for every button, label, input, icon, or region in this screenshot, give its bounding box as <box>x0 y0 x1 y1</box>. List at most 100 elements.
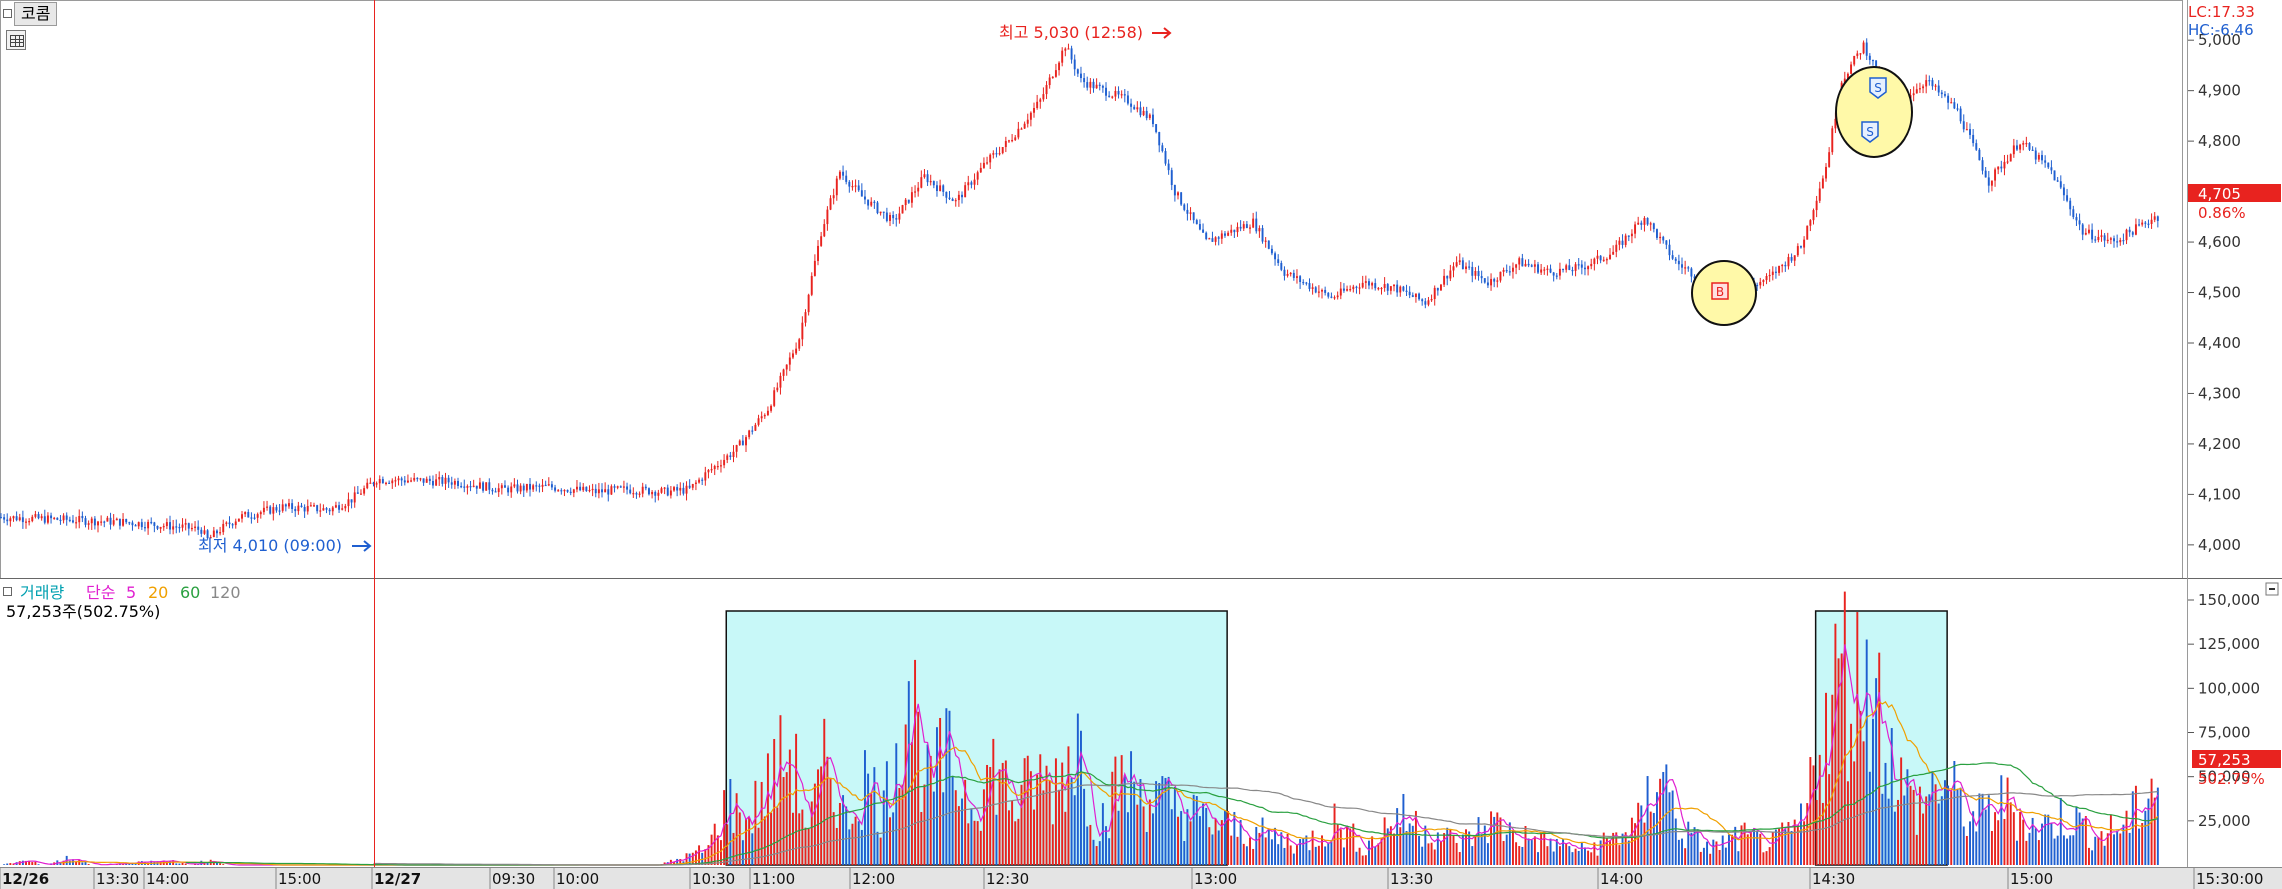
candle-body <box>1152 114 1154 125</box>
candle-body <box>1508 271 1511 273</box>
candle-body <box>2034 150 2037 160</box>
candle-body <box>688 485 691 488</box>
volume-bar <box>1837 658 1840 865</box>
candle-body <box>1349 289 1352 291</box>
candle-body <box>1981 160 1984 171</box>
volume-bar <box>1571 852 1574 865</box>
volume-bar <box>1399 827 1402 865</box>
volume-bar <box>982 789 985 865</box>
candle-body <box>1590 263 1593 267</box>
volume-panel-toggle[interactable] <box>3 587 12 596</box>
candle-body <box>1145 110 1148 119</box>
volume-bar <box>1336 824 1339 865</box>
volume-bar <box>1875 678 1878 865</box>
volume-bar <box>1499 817 1502 865</box>
candle-body <box>478 482 481 489</box>
volume-bar <box>1142 806 1145 865</box>
candle-body <box>1346 289 1349 291</box>
candle-body <box>657 492 660 496</box>
candle-body <box>989 154 992 163</box>
candle-body <box>3 517 6 520</box>
volume-bar <box>122 864 125 865</box>
candle-body <box>112 520 115 525</box>
volume-bar <box>1502 840 1505 865</box>
candle-body <box>823 224 826 237</box>
candle-body <box>2150 219 2153 224</box>
volume-bar <box>1681 838 1683 865</box>
candle-body <box>300 505 303 508</box>
candle-body <box>1430 299 1433 301</box>
volume-bar <box>1840 653 1843 865</box>
volume-bar <box>1596 855 1599 865</box>
price-panel-toggle[interactable] <box>3 9 12 18</box>
candle-body <box>372 482 375 485</box>
candle-body <box>2128 229 2131 233</box>
volume-bar <box>1925 796 1928 865</box>
volume-readout: 57,253주(502.75%) <box>6 602 160 621</box>
candle-body <box>898 213 901 220</box>
grid-icon[interactable] <box>6 30 26 50</box>
volume-bar <box>923 784 926 865</box>
stock-name-button[interactable]: 코콤 <box>14 2 58 26</box>
volume-bar <box>1865 639 1868 865</box>
candle-body <box>1080 73 1082 79</box>
volume-bar <box>1374 846 1377 865</box>
time-tick-label: 12:00 <box>852 870 895 888</box>
volume-bar <box>1937 803 1940 865</box>
candle-body <box>2056 180 2059 182</box>
candle-body <box>1321 289 1323 292</box>
candle-body <box>28 521 31 523</box>
candle-body <box>31 516 34 522</box>
candle-body <box>1468 266 1471 268</box>
volume-bar <box>1292 853 1295 865</box>
candle-body <box>1831 128 1834 153</box>
candle-body <box>1944 94 1946 96</box>
volume-bar <box>1987 795 1990 865</box>
candle-body <box>1762 280 1765 282</box>
candle-body <box>1674 258 1677 261</box>
candle-body <box>1643 217 1646 225</box>
volume-bar <box>1302 837 1305 865</box>
volume-bar <box>2041 823 2043 865</box>
candle-body <box>2050 167 2053 171</box>
candle-body <box>1317 291 1320 293</box>
candle-body <box>967 182 970 186</box>
volume-bar <box>1054 758 1057 865</box>
hc-label: HC:-6.46 <box>2188 21 2254 39</box>
volume-bar <box>1906 769 1909 865</box>
candle-body <box>1771 271 1774 275</box>
volume-bar <box>1308 850 1311 865</box>
candle-body <box>425 478 428 483</box>
volume-bar <box>1803 821 1806 865</box>
candle-body <box>610 486 613 495</box>
volume-bar <box>2000 775 2003 865</box>
volume-bar <box>1940 796 1943 865</box>
candle-body <box>1793 255 1796 261</box>
candle-body <box>1064 48 1067 51</box>
candle-body <box>1361 282 1364 288</box>
volume-bar <box>1274 827 1277 865</box>
candle-body <box>1605 259 1608 261</box>
time-tick-label: 15:00 <box>278 870 321 888</box>
candle-body <box>2147 223 2150 225</box>
candle-body <box>1978 149 1981 161</box>
volume-bar <box>2119 833 2122 865</box>
candle-body <box>222 523 225 533</box>
candle-body <box>2016 145 2018 150</box>
candle-body <box>857 185 860 191</box>
candle-body <box>278 510 281 512</box>
current-price-value: 4,705 <box>2198 185 2241 203</box>
volume-bar <box>1609 840 1611 865</box>
volume-bar <box>945 708 948 865</box>
candle-body <box>2019 144 2022 150</box>
volume-bar <box>1590 852 1593 865</box>
volume-bar <box>1712 839 1715 865</box>
candle-body <box>375 483 378 485</box>
candle-body <box>788 357 791 365</box>
volume-bar <box>1856 612 1859 865</box>
candle-body <box>419 478 422 480</box>
candle-body <box>231 524 234 526</box>
volume-bar <box>1051 824 1054 865</box>
lc-label: LC:17.33 <box>2188 3 2255 21</box>
candle-body <box>181 524 184 528</box>
